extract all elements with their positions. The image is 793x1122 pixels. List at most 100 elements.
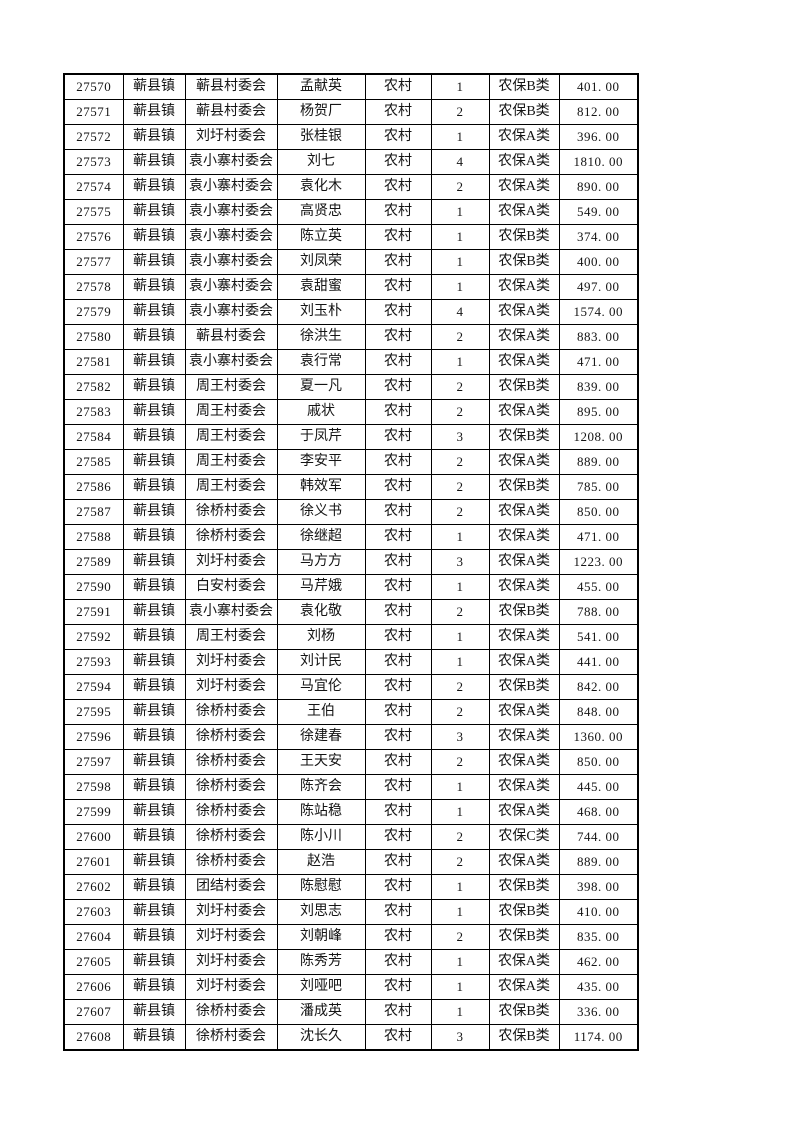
cell-person-count: 1 [430, 574, 490, 600]
cell-person-name: 刘凤荣 [276, 249, 366, 275]
cell-record-id: 27585 [63, 449, 124, 475]
table-row: 27570 蕲县镇 蕲县村委会 孟献英 农村 1 农保B类 401. 00 [63, 73, 639, 100]
table-row: 27592 蕲县镇 周王村委会 刘杨 农村 1 农保A类 541. 00 [63, 624, 639, 650]
cell-insurance-category: 农保A类 [488, 524, 560, 550]
cell-person-count: 3 [430, 1024, 490, 1051]
cell-record-id: 27582 [63, 374, 124, 400]
cell-person-count: 2 [430, 474, 490, 500]
cell-amount: 889. 00 [558, 849, 639, 875]
cell-amount: 435. 00 [558, 974, 639, 1000]
cell-record-id: 27601 [63, 849, 124, 875]
cell-amount: 441. 00 [558, 649, 639, 675]
cell-amount: 374. 00 [558, 224, 639, 250]
table-row: 27599 蕲县镇 徐桥村委会 陈站稳 农村 1 农保A类 468. 00 [63, 799, 639, 825]
cell-village-committee: 刘圩村委会 [184, 899, 278, 925]
cell-village-committee: 周王村委会 [184, 424, 278, 450]
cell-person-count: 2 [430, 924, 490, 950]
cell-residence-type: 农村 [364, 324, 432, 350]
cell-residence-type: 农村 [364, 524, 432, 550]
cell-town: 蕲县镇 [122, 799, 186, 825]
table-row: 27588 蕲县镇 徐桥村委会 徐继超 农村 1 农保A类 471. 00 [63, 524, 639, 550]
cell-town: 蕲县镇 [122, 73, 186, 100]
cell-amount: 835. 00 [558, 924, 639, 950]
table-row: 27580 蕲县镇 蕲县村委会 徐洪生 农村 2 农保A类 883. 00 [63, 324, 639, 350]
cell-insurance-category: 农保B类 [488, 999, 560, 1025]
cell-insurance-category: 农保A类 [488, 549, 560, 575]
cell-person-count: 4 [430, 299, 490, 325]
cell-residence-type: 农村 [364, 449, 432, 475]
cell-village-committee: 刘圩村委会 [184, 549, 278, 575]
cell-village-committee: 徐桥村委会 [184, 724, 278, 750]
cell-residence-type: 农村 [364, 1024, 432, 1051]
cell-residence-type: 农村 [364, 874, 432, 900]
cell-amount: 788. 00 [558, 599, 639, 625]
cell-insurance-category: 农保B类 [488, 99, 560, 125]
cell-record-id: 27604 [63, 924, 124, 950]
cell-residence-type: 农村 [364, 174, 432, 200]
table-row: 27583 蕲县镇 周王村委会 戚状 农村 2 农保A类 895. 00 [63, 399, 639, 425]
cell-record-id: 27579 [63, 299, 124, 325]
cell-town: 蕲县镇 [122, 374, 186, 400]
cell-person-name: 刘七 [276, 149, 366, 175]
cell-amount: 445. 00 [558, 774, 639, 800]
cell-record-id: 27595 [63, 699, 124, 725]
cell-person-count: 2 [430, 399, 490, 425]
cell-person-name: 刘计民 [276, 649, 366, 675]
cell-amount: 401. 00 [558, 73, 639, 100]
table-row: 27581 蕲县镇 袁小寨村委会 袁行常 农村 1 农保A类 471. 00 [63, 349, 639, 375]
cell-record-id: 27580 [63, 324, 124, 350]
cell-person-name: 陈齐会 [276, 774, 366, 800]
cell-person-count: 2 [430, 824, 490, 850]
cell-person-count: 1 [430, 974, 490, 1000]
cell-amount: 744. 00 [558, 824, 639, 850]
cell-residence-type: 农村 [364, 349, 432, 375]
table-row: 27597 蕲县镇 徐桥村委会 王天安 农村 2 农保A类 850. 00 [63, 749, 639, 775]
cell-village-committee: 周王村委会 [184, 624, 278, 650]
cell-insurance-category: 农保A类 [488, 649, 560, 675]
cell-record-id: 27597 [63, 749, 124, 775]
cell-insurance-category: 农保A类 [488, 449, 560, 475]
cell-residence-type: 农村 [364, 924, 432, 950]
table-row: 27607 蕲县镇 徐桥村委会 潘成英 农村 1 农保B类 336. 00 [63, 999, 639, 1025]
cell-village-committee: 蕲县村委会 [184, 99, 278, 125]
table-row: 27582 蕲县镇 周王村委会 夏一凡 农村 2 农保B类 839. 00 [63, 374, 639, 400]
cell-insurance-category: 农保A类 [488, 149, 560, 175]
table-row: 27601 蕲县镇 徐桥村委会 赵浩 农村 2 农保A类 889. 00 [63, 849, 639, 875]
cell-town: 蕲县镇 [122, 674, 186, 700]
cell-village-committee: 袁小寨村委会 [184, 299, 278, 325]
cell-record-id: 27602 [63, 874, 124, 900]
cell-person-name: 刘杨 [276, 624, 366, 650]
cell-village-committee: 袁小寨村委会 [184, 599, 278, 625]
cell-insurance-category: 农保B类 [488, 899, 560, 925]
cell-insurance-category: 农保A类 [488, 124, 560, 150]
cell-amount: 336. 00 [558, 999, 639, 1025]
cell-person-count: 2 [430, 174, 490, 200]
cell-person-name: 袁化木 [276, 174, 366, 200]
table-row: 27571 蕲县镇 蕲县村委会 杨贺厂 农村 2 农保B类 812. 00 [63, 99, 639, 125]
table-row: 27591 蕲县镇 袁小寨村委会 袁化敬 农村 2 农保B类 788. 00 [63, 599, 639, 625]
cell-person-name: 刘玉朴 [276, 299, 366, 325]
cell-person-name: 马宜伦 [276, 674, 366, 700]
cell-record-id: 27605 [63, 949, 124, 975]
cell-town: 蕲县镇 [122, 549, 186, 575]
cell-village-committee: 周王村委会 [184, 474, 278, 500]
cell-town: 蕲县镇 [122, 149, 186, 175]
table-row: 27579 蕲县镇 袁小寨村委会 刘玉朴 农村 4 农保A类 1574. 00 [63, 299, 639, 325]
cell-person-name: 戚状 [276, 399, 366, 425]
cell-town: 蕲县镇 [122, 899, 186, 925]
cell-person-count: 4 [430, 149, 490, 175]
cell-residence-type: 农村 [364, 224, 432, 250]
cell-town: 蕲县镇 [122, 299, 186, 325]
cell-person-count: 1 [430, 274, 490, 300]
cell-person-count: 2 [430, 324, 490, 350]
cell-village-committee: 团结村委会 [184, 874, 278, 900]
cell-residence-type: 农村 [364, 649, 432, 675]
cell-insurance-category: 农保A类 [488, 974, 560, 1000]
cell-person-count: 2 [430, 849, 490, 875]
table-row: 27604 蕲县镇 刘圩村委会 刘朝峰 农村 2 农保B类 835. 00 [63, 924, 639, 950]
cell-insurance-category: 农保A类 [488, 274, 560, 300]
cell-residence-type: 农村 [364, 199, 432, 225]
cell-person-name: 马芹娥 [276, 574, 366, 600]
cell-amount: 549. 00 [558, 199, 639, 225]
cell-record-id: 27598 [63, 774, 124, 800]
